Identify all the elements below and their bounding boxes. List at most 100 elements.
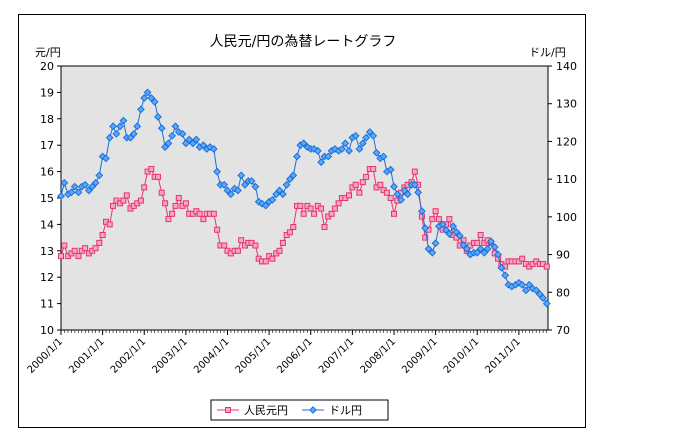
x-tick-label: 2000/1/1: [26, 336, 66, 376]
data-point: [234, 247, 241, 254]
data-point: [477, 232, 484, 238]
data-point: [335, 200, 342, 207]
data-point: [410, 180, 419, 189]
data-point: [251, 182, 260, 191]
legend-item-1: 人民元円: [217, 404, 288, 417]
data-point: [82, 245, 89, 252]
data-point: [446, 216, 453, 223]
data-point: [422, 234, 429, 241]
legend-box: [210, 399, 389, 421]
data-point: [278, 190, 287, 199]
x-tick-label: 2008/1/1: [359, 336, 399, 376]
data-point: [209, 145, 218, 153]
data-point: [129, 129, 138, 138]
data-point: [421, 224, 430, 233]
data-point: [386, 165, 395, 174]
data-point: [403, 190, 412, 199]
data-point: [57, 192, 65, 201]
data-point: [346, 192, 352, 199]
data-point: [393, 190, 402, 199]
plot-area: [60, 65, 549, 331]
data-point: [70, 182, 79, 191]
data-point: [116, 122, 125, 131]
y-left-tick-label: 13: [40, 245, 54, 258]
data-point: [143, 88, 152, 97]
data-point: [58, 253, 64, 260]
exchange-rate-chart: 人民元/円の為替レートグラフ 元/円 ドル/円 10 11 12 13 14 15 16 17…: [26, 34, 577, 421]
y-right-tick-label: 80: [556, 286, 570, 299]
data-point: [528, 284, 537, 293]
y-right-tick-label: 90: [556, 249, 570, 262]
data-point: [387, 195, 394, 201]
data-point: [445, 229, 454, 238]
data-point: [247, 177, 256, 185]
y-axis-right-label: ドル/円: [529, 46, 566, 59]
x-tick-label: 2002/1/1: [109, 336, 149, 376]
data-point: [411, 168, 418, 175]
data-point: [185, 135, 194, 144]
data-point: [200, 216, 207, 223]
y-right-tick-label: 140: [556, 60, 577, 73]
data-point: [75, 253, 82, 260]
data-point: [220, 180, 229, 189]
data-point: [293, 152, 301, 161]
data-point: [99, 232, 106, 238]
data-point: [321, 224, 328, 230]
data-point: [397, 195, 405, 204]
data-point: [106, 221, 113, 228]
data-point: [542, 299, 551, 308]
y-axis-ticks: 10 11 12 13 14 15 16 17 18 19 20 70 80 90 100 110 120 130…: [40, 60, 577, 337]
data-point: [317, 158, 326, 167]
data-point: [268, 195, 277, 204]
data-point: [474, 239, 481, 246]
data-point: [286, 229, 293, 236]
data-point: [123, 192, 130, 199]
data-point: [417, 207, 426, 216]
data-point: [168, 131, 177, 140]
data-point: [221, 242, 228, 249]
data-point: [328, 210, 335, 217]
data-point: [164, 139, 173, 148]
series-layer: [57, 88, 551, 308]
data-point: [238, 237, 245, 244]
data-point: [137, 105, 145, 114]
data-point: [162, 200, 169, 207]
data-point: [269, 255, 276, 262]
data-point: [74, 188, 83, 197]
x-tick-label: 2006/1/1: [275, 336, 315, 376]
y-axis-left-label: 元/円: [35, 46, 61, 59]
data-point: [379, 152, 388, 161]
data-point: [214, 226, 221, 233]
legend-label: 人民元円: [244, 404, 288, 417]
x-tick-label: 2011/1/1: [483, 336, 523, 376]
data-point: [362, 133, 371, 142]
data-point: [178, 129, 187, 138]
data-point: [91, 179, 100, 187]
data-point: [150, 97, 159, 106]
data-point: [352, 181, 359, 188]
data-point: [237, 171, 246, 180]
x-tick-label: 2001/1/1: [67, 336, 107, 376]
data-point: [252, 242, 259, 249]
y-left-tick-label: 17: [40, 139, 54, 152]
data-point: [109, 122, 117, 131]
y-right-tick-label: 110: [556, 173, 577, 186]
data-point: [543, 263, 550, 270]
data-point: [391, 210, 397, 217]
data-point: [262, 258, 269, 265]
data-point: [428, 248, 437, 257]
data-point: [110, 202, 116, 209]
data-point: [133, 122, 142, 131]
legend-marker: [225, 407, 231, 413]
data-point: [61, 242, 68, 249]
x-tick-label: 2009/1/1: [400, 336, 440, 376]
x-tick-label: 2010/1/1: [442, 336, 482, 376]
data-point: [120, 197, 127, 204]
data-point: [172, 202, 179, 209]
data-point: [210, 210, 217, 217]
data-point: [363, 173, 370, 180]
data-point: [279, 239, 286, 246]
data-point: [438, 220, 447, 229]
data-point: [81, 180, 90, 189]
data-point: [359, 179, 366, 186]
